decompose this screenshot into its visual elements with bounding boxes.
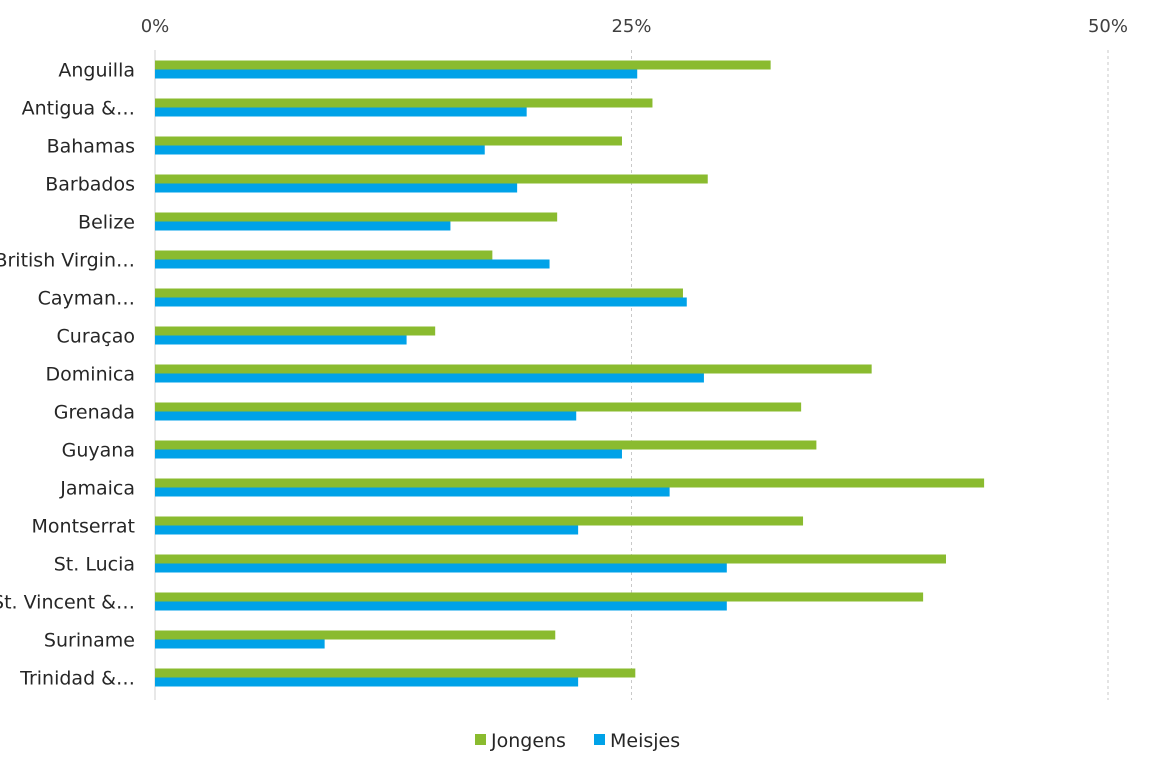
bar-meisjes: [155, 259, 550, 269]
bar-jongens: [155, 60, 771, 70]
bar-meisjes: [155, 411, 577, 421]
bar-meisjes: [155, 221, 451, 231]
bar-meisjes: [155, 107, 527, 117]
bar-jongens: [155, 554, 946, 564]
bar-jongens: [155, 288, 683, 298]
bar-meisjes: [155, 69, 638, 79]
category-label: Suriname: [44, 630, 135, 652]
bar-meisjes: [155, 183, 518, 193]
bar-jongens: [155, 212, 558, 222]
category-label: Jamaica: [59, 478, 135, 500]
bar-jongens: [155, 250, 493, 260]
bar-meisjes: [155, 601, 727, 611]
category-label: British Virgin…: [0, 250, 135, 272]
bar-jongens: [155, 402, 802, 412]
category-label: Montserrat: [32, 516, 135, 538]
bar-jongens: [155, 326, 436, 336]
category-label: Trinidad &…: [19, 668, 135, 690]
category-label: Antigua &…: [22, 98, 135, 120]
bar-meisjes: [155, 373, 704, 383]
category-label: Guyana: [62, 440, 135, 462]
bar-jongens: [155, 174, 708, 184]
legend-label-jongens: Jongens: [490, 730, 566, 752]
category-label: Belize: [78, 212, 135, 234]
bar-meisjes: [155, 487, 670, 497]
x-tick-label: 0%: [141, 16, 170, 37]
bar-meisjes: [155, 335, 407, 345]
bar-jongens: [155, 440, 817, 450]
bar-jongens: [155, 98, 653, 108]
category-label: Bahamas: [47, 136, 135, 158]
bar-jongens: [155, 364, 872, 374]
bar-meisjes: [155, 449, 622, 459]
legend-swatch-jongens: [475, 734, 486, 745]
bar-meisjes: [155, 677, 579, 687]
bar-meisjes: [155, 145, 485, 155]
legend-swatch-meisjes: [594, 734, 605, 745]
x-tick-label: 25%: [611, 16, 651, 37]
bar-meisjes: [155, 525, 579, 535]
x-tick-label: 50%: [1088, 16, 1128, 37]
bar-jongens: [155, 478, 985, 488]
category-label: Curaçao: [57, 326, 135, 348]
category-label: Grenada: [54, 402, 135, 424]
bar-jongens: [155, 630, 556, 640]
bar-meisjes: [155, 639, 325, 649]
category-label: Barbados: [45, 174, 135, 196]
bar-meisjes: [155, 563, 727, 573]
bar-jongens: [155, 668, 636, 678]
category-label: St. Vincent &…: [0, 592, 135, 614]
bar-jongens: [155, 592, 924, 602]
category-label: Cayman…: [38, 288, 135, 310]
category-label: Dominica: [46, 364, 135, 386]
category-label: Anguilla: [58, 60, 135, 82]
bar-meisjes: [155, 297, 687, 307]
bar-jongens: [155, 136, 622, 146]
category-label: St. Lucia: [54, 554, 135, 576]
legend-label-meisjes: Meisjes: [610, 730, 680, 752]
bar-jongens: [155, 516, 804, 526]
